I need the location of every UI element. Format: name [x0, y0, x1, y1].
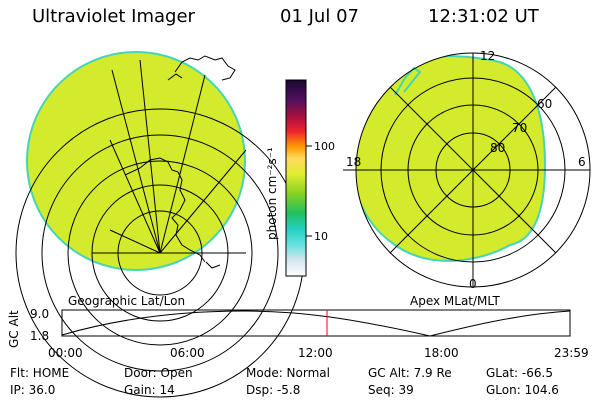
timeline-xtick-1800: 18:00 [424, 346, 459, 360]
mlt-label-18: 18 [346, 155, 361, 169]
door-status: Door: Open [124, 366, 193, 380]
time-label: 12:31:02 UT [428, 6, 539, 27]
magnetic-image-edge-detail [394, 66, 422, 96]
ip-status: IP: 36.0 [10, 383, 56, 397]
magnetic-image: 12 18 6 0 60 70 80 [343, 49, 591, 291]
glon-status: GLon: 104.6 [486, 383, 559, 397]
timeline-xtick-1200: 12:00 [298, 346, 333, 360]
colorbar-tick-100-label: 100 [314, 140, 335, 153]
colorbar-tick-10-label: 10 [314, 230, 328, 243]
lat-label-70: 70 [512, 121, 527, 135]
lat-label-80: 80 [490, 141, 505, 155]
gc-alt-status: GC Alt: 7.9 Re [368, 366, 452, 380]
date-label: 01 Jul 07 [280, 6, 359, 27]
timeline-xtick-0600: 06:00 [170, 346, 205, 360]
timeline-ytick-1-8: 1.8 [30, 329, 49, 343]
lat-label-60: 60 [537, 97, 552, 111]
gain-status: Gain: 14 [124, 383, 175, 397]
mode-status: Mode: Normal [246, 366, 330, 380]
mlt-label-12: 12 [480, 49, 495, 63]
timeline-frame [61, 309, 571, 337]
left-panel-label: Geographic Lat/Lon [68, 294, 186, 308]
mlt-label-0: 0 [469, 277, 477, 291]
timeline-axis-label: GC Alt [7, 310, 21, 348]
mlt-label-6: 6 [578, 155, 586, 169]
instrument-title: Ultraviolet Imager [32, 6, 195, 27]
colorbar-unit-label: photon cm⁻²s⁻¹ [265, 147, 279, 240]
glat-status: GLat: -66.5 [486, 366, 553, 380]
timeline-xtick-2359: 23:59 [554, 346, 589, 360]
timeline-ytick-9: 9.0 [30, 307, 49, 321]
timeline-xtick-0000: 00:00 [48, 346, 83, 360]
seq-status: Seq: 39 [368, 383, 414, 397]
right-panel-label: Apex MLat/MLT [410, 294, 500, 308]
coastline-outline [124, 55, 236, 269]
colorbar-gradient [285, 79, 307, 277]
filter-status: Flt: HOME [10, 366, 70, 380]
altitude-curve [61, 310, 571, 337]
polar-grid [343, 52, 591, 288]
colorbar: 100 10 photon cm⁻²s⁻¹ [265, 79, 335, 277]
dsp-status: Dsp: -5.8 [246, 383, 301, 397]
